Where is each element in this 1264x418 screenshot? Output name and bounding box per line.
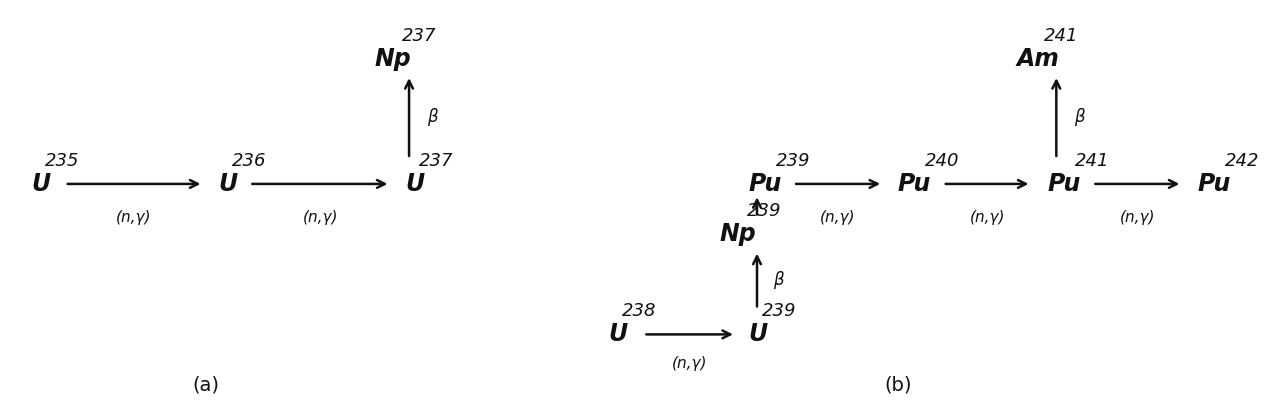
Text: (a): (a): [192, 375, 219, 394]
Text: (n,γ): (n,γ): [820, 210, 856, 225]
Text: Pu: Pu: [1197, 172, 1231, 196]
Text: U: U: [219, 172, 238, 196]
Text: Pu: Pu: [748, 172, 781, 196]
Text: 240: 240: [925, 152, 959, 170]
Text: (b): (b): [885, 375, 911, 394]
Text: U: U: [608, 322, 628, 347]
Text: β: β: [1074, 108, 1085, 126]
Text: U: U: [748, 322, 767, 347]
Text: (n,γ): (n,γ): [1120, 210, 1155, 225]
Text: 241: 241: [1074, 152, 1110, 170]
Text: 239: 239: [747, 202, 781, 220]
Text: β: β: [774, 271, 784, 289]
Text: 235: 235: [46, 152, 80, 170]
Text: 239: 239: [762, 302, 796, 321]
Text: 237: 237: [420, 152, 454, 170]
Text: (n,γ): (n,γ): [672, 356, 708, 371]
Text: U: U: [32, 172, 51, 196]
Text: 242: 242: [1225, 152, 1259, 170]
Text: Pu: Pu: [897, 172, 932, 196]
Text: (n,γ): (n,γ): [116, 210, 152, 225]
Text: 237: 237: [402, 26, 436, 45]
Text: (n,γ): (n,γ): [303, 210, 339, 225]
Text: Np: Np: [719, 222, 756, 246]
Text: 238: 238: [622, 302, 657, 321]
Text: Np: Np: [374, 46, 411, 71]
Text: 241: 241: [1044, 26, 1078, 45]
Text: U: U: [406, 172, 425, 196]
Text: 239: 239: [776, 152, 810, 170]
Text: β: β: [426, 108, 437, 126]
Text: Pu: Pu: [1048, 172, 1081, 196]
Text: Am: Am: [1016, 46, 1059, 71]
Text: (n,γ): (n,γ): [969, 210, 1005, 225]
Text: 236: 236: [233, 152, 267, 170]
